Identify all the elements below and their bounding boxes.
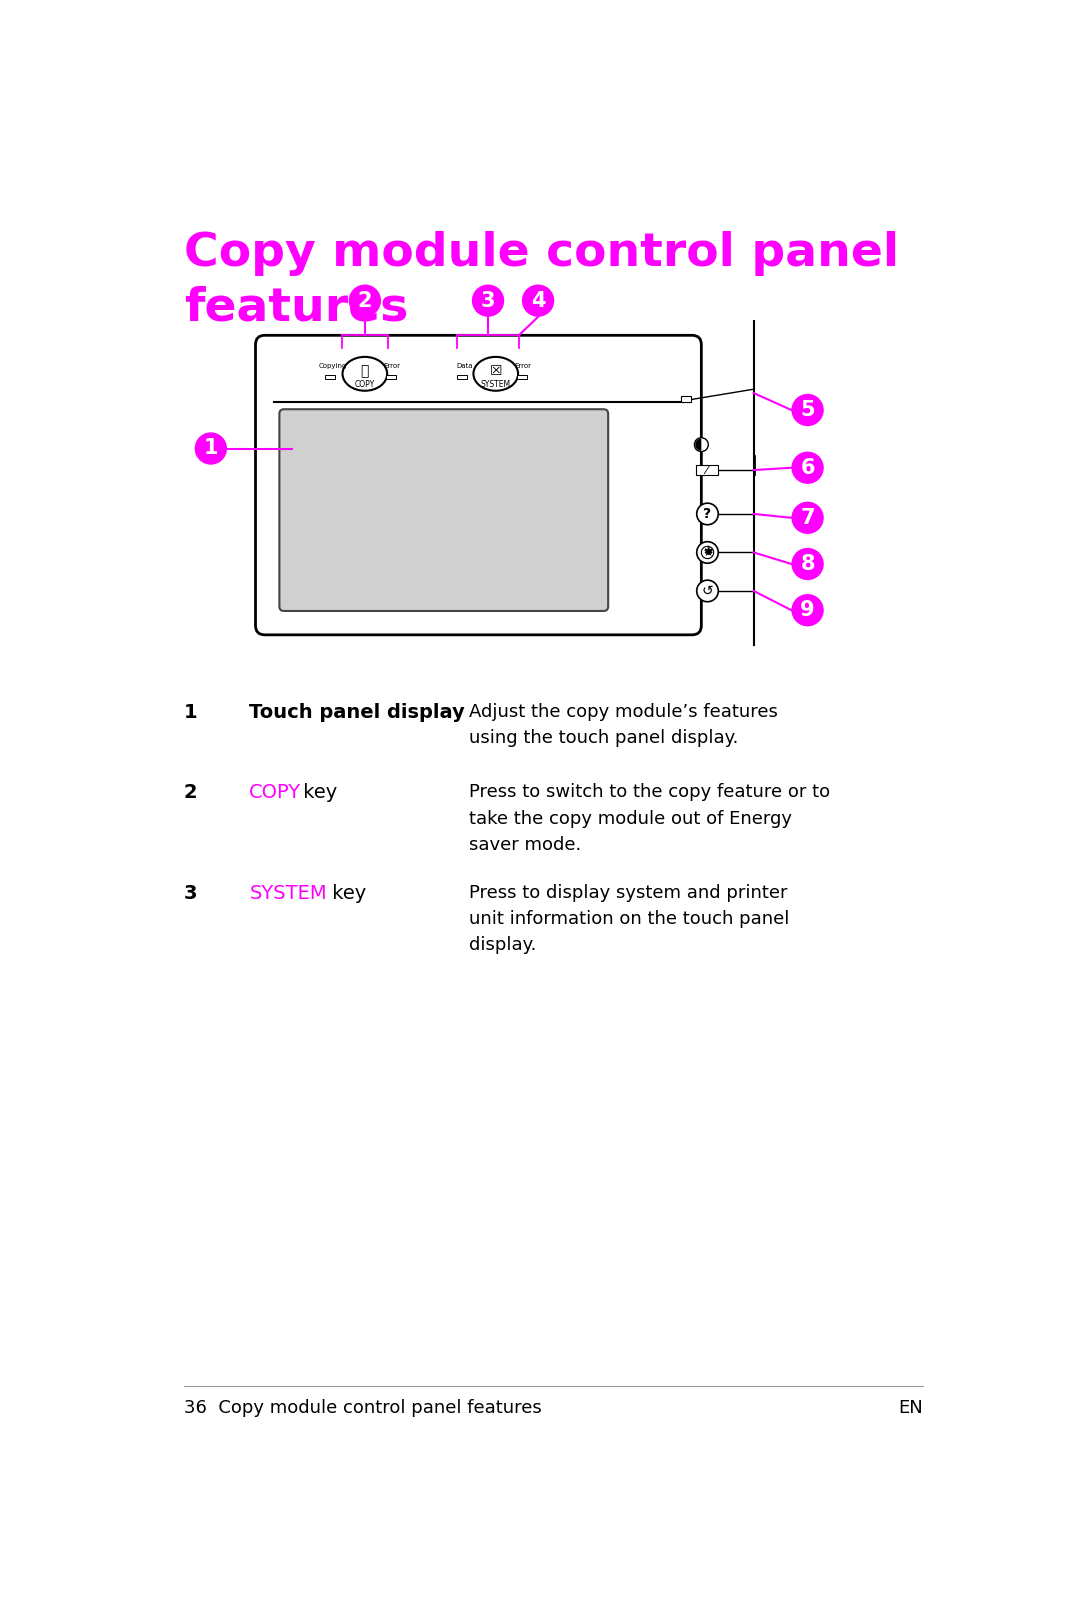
Text: ✱: ✱ (703, 548, 712, 557)
Text: features: features (184, 285, 408, 330)
Text: COPY: COPY (249, 784, 301, 802)
Circle shape (697, 580, 718, 601)
Text: 2: 2 (357, 290, 373, 311)
Text: Error: Error (383, 363, 401, 369)
Text: Adjust the copy module’s features
using the touch panel display.: Adjust the copy module’s features using … (469, 703, 778, 747)
Circle shape (697, 541, 718, 564)
Text: Touch panel display: Touch panel display (249, 703, 465, 721)
FancyBboxPatch shape (280, 410, 608, 611)
Text: SYSTEM: SYSTEM (481, 381, 511, 389)
Text: 2: 2 (184, 784, 198, 802)
Text: 1: 1 (204, 439, 218, 458)
Circle shape (792, 595, 824, 627)
Bar (457, 376, 468, 379)
Circle shape (792, 502, 824, 535)
Text: Data: Data (457, 363, 473, 369)
Circle shape (697, 504, 718, 525)
Text: ⎙: ⎙ (361, 364, 369, 377)
Bar (387, 376, 396, 379)
Text: 6: 6 (800, 458, 814, 478)
Text: ★: ★ (702, 546, 713, 559)
Text: Error: Error (514, 363, 531, 369)
Circle shape (694, 437, 708, 452)
Text: 4: 4 (531, 290, 545, 311)
Text: 8: 8 (800, 554, 814, 573)
Text: key: key (326, 883, 366, 902)
Circle shape (792, 452, 824, 484)
Text: Press to switch to the copy feature or to
take the copy module out of Energy
sav: Press to switch to the copy feature or t… (469, 784, 829, 854)
Text: 3: 3 (481, 290, 496, 311)
Text: Copy module control panel: Copy module control panel (184, 232, 899, 277)
Ellipse shape (473, 356, 518, 390)
Circle shape (701, 546, 714, 559)
Text: EN: EN (899, 1400, 923, 1418)
Text: COPY: COPY (354, 381, 375, 389)
Bar (680, 397, 691, 402)
Ellipse shape (342, 356, 387, 390)
Circle shape (194, 433, 227, 465)
Text: 9: 9 (800, 599, 815, 620)
Text: key: key (297, 784, 337, 802)
Circle shape (522, 285, 554, 318)
Text: ☒: ☒ (489, 364, 502, 377)
Text: SYSTEM: SYSTEM (249, 883, 327, 902)
Circle shape (792, 394, 824, 426)
Text: ⁄: ⁄ (705, 463, 707, 476)
Bar (325, 376, 335, 379)
Circle shape (349, 285, 381, 318)
Text: 5: 5 (800, 400, 815, 420)
Text: ↺: ↺ (702, 583, 713, 598)
Text: Press to display system and printer
unit information on the touch panel
display.: Press to display system and printer unit… (469, 883, 789, 954)
Text: 36  Copy module control panel features: 36 Copy module control panel features (184, 1400, 542, 1418)
Wedge shape (696, 439, 701, 450)
Bar (696, 465, 717, 475)
FancyBboxPatch shape (256, 335, 701, 635)
Bar (517, 376, 527, 379)
Circle shape (472, 285, 504, 318)
Text: 1: 1 (184, 703, 198, 721)
Text: 3: 3 (184, 883, 198, 902)
Text: 7: 7 (800, 507, 814, 528)
Circle shape (792, 548, 824, 580)
Text: ?: ? (703, 507, 712, 522)
Text: Copying: Copying (319, 363, 347, 369)
